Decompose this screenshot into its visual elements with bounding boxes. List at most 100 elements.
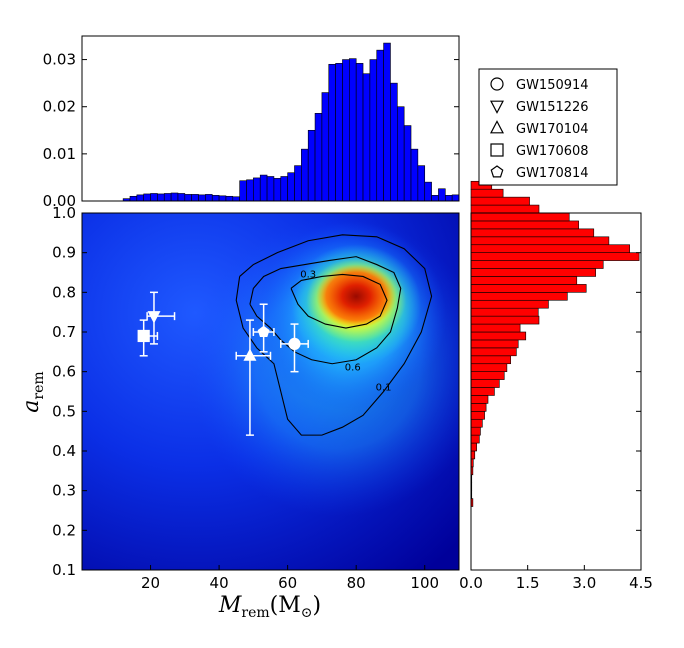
main-xtick-label: 80 <box>347 574 366 592</box>
top-histogram-bar <box>301 148 309 202</box>
top-histogram-bar <box>376 49 384 202</box>
top-histogram-bar <box>136 194 144 202</box>
event-GW170814 <box>252 303 275 353</box>
main-panel: 0.6 0.3 0.1 20 40 60 80 100 0.1 0.2 0.3 0.4 0.5 0.6… <box>19 204 460 621</box>
top-histogram-bar <box>157 193 165 202</box>
right-histogram-bar <box>470 252 640 261</box>
right-histogram-bar <box>470 307 539 317</box>
top-histogram-bar <box>417 165 426 202</box>
main-ytick-label: 0.9 <box>52 244 76 262</box>
top-ytick-label: 0.02 <box>43 98 76 116</box>
legend-label: GW151226 <box>516 100 589 115</box>
legend-label: GW170608 <box>516 144 589 159</box>
top-histogram-bar <box>390 82 398 202</box>
main-ytick-label: 0.6 <box>52 363 76 381</box>
legend-marker-circle <box>490 77 504 91</box>
legend-marker-triangle-down <box>490 100 504 114</box>
main-ytick-label: 0.4 <box>52 442 76 460</box>
event-GW170608 <box>137 319 159 357</box>
right-histogram-bar <box>470 355 511 365</box>
right-histogram-xticks: 0.0 1.5 3.0 4.5 <box>459 212 653 592</box>
top-histogram-bar <box>218 195 227 202</box>
top-histogram-bars <box>122 42 460 202</box>
top-histogram-bar <box>294 165 302 202</box>
legend-marker-triangle-up <box>490 120 504 134</box>
top-histogram-bar <box>355 63 364 202</box>
top-ytick-label: 0.03 <box>43 51 76 69</box>
right-xtick-label: 4.5 <box>629 574 653 592</box>
right-histogram-bar <box>470 347 517 357</box>
right-histogram-bar <box>470 228 595 238</box>
right-histogram-bars <box>470 180 640 507</box>
legend-entry: GW151226 <box>490 100 589 115</box>
right-histogram-bar <box>470 220 579 230</box>
top-histogram-bar <box>383 42 391 202</box>
top-histogram-bar <box>129 195 138 202</box>
right-histogram-bar <box>470 292 568 301</box>
top-histogram-bar <box>184 194 192 202</box>
legend-label: GW170814 <box>516 166 589 181</box>
top-histogram-bar <box>177 193 186 202</box>
main-ytick-label: 0.5 <box>52 402 76 420</box>
top-histogram-bar <box>349 58 357 202</box>
top-histogram-bar <box>438 188 446 202</box>
density-blobs <box>188 216 459 517</box>
right-histogram-bar <box>470 403 487 412</box>
right-histogram-bar <box>470 196 530 206</box>
right-xtick-label: 3.0 <box>572 574 596 592</box>
top-histogram-bar <box>225 195 234 202</box>
top-histogram-bar <box>163 193 172 202</box>
event-marker-triangle-up <box>243 348 257 361</box>
right-histogram-bar <box>470 204 540 214</box>
right-histogram-bar <box>470 188 504 198</box>
top-histogram-bar <box>280 176 288 202</box>
main-xticks: 20 40 60 80 100 <box>141 565 439 592</box>
top-histogram-bar <box>335 63 343 202</box>
right-histogram: 0.0 1.5 3.0 4.5 <box>459 180 653 592</box>
top-histogram-bar <box>397 106 405 202</box>
contour-label-0.1: 0.1 <box>376 383 392 394</box>
top-histogram-bar <box>342 59 350 202</box>
legend-entry: GW150914 <box>490 77 589 93</box>
legend-box <box>478 68 618 186</box>
right-histogram-bar <box>470 387 495 396</box>
top-ytick-label: 0.00 <box>43 192 76 210</box>
top-histogram-yticks: 0.00 0.01 0.02 0.03 <box>43 51 459 210</box>
right-histogram-bar <box>470 284 587 293</box>
top-histogram-bar <box>321 92 330 202</box>
right-histogram-frame <box>470 212 642 571</box>
right-histogram-bar <box>470 276 578 285</box>
top-histogram-bar <box>246 179 254 202</box>
main-xtick-label: 60 <box>278 574 297 592</box>
main-ytick-label: 0.3 <box>52 482 76 500</box>
right-histogram-bar <box>470 315 540 325</box>
top-histogram-bar <box>369 59 378 202</box>
right-histogram-bar <box>470 363 508 372</box>
top-histogram-frame <box>81 35 460 202</box>
top-histogram-bar <box>410 148 419 202</box>
main-ytick-label: 0.2 <box>52 521 76 539</box>
top-histogram-bar <box>259 174 268 202</box>
top-histogram-bar <box>266 176 275 202</box>
contour-label-0.3: 0.3 <box>300 269 316 280</box>
top-histogram-bar <box>424 181 432 202</box>
top-histogram-bar <box>205 194 213 202</box>
main-ytick-label: 0.8 <box>52 283 76 301</box>
event-markers <box>137 291 309 436</box>
right-histogram-bar <box>470 268 596 277</box>
right-histogram-bar <box>470 426 481 436</box>
top-histogram-bar <box>232 196 240 202</box>
top-histogram-bar <box>239 180 247 202</box>
top-histogram-bar <box>403 125 412 202</box>
right-histogram-bar <box>470 260 604 269</box>
right-histogram-bar <box>470 236 610 246</box>
density-heatmap: 0.6 0.3 0.1 <box>82 213 459 570</box>
x-axis-label: Mrem(M⊙) <box>218 593 321 621</box>
density-red <box>316 264 397 329</box>
y-axis-label: arem <box>19 371 47 412</box>
event-marker-triangle-down <box>147 311 161 324</box>
top-histogram-bar <box>451 194 460 202</box>
right-histogram-bar <box>470 331 527 341</box>
top-ytick-label: 0.01 <box>43 145 76 163</box>
